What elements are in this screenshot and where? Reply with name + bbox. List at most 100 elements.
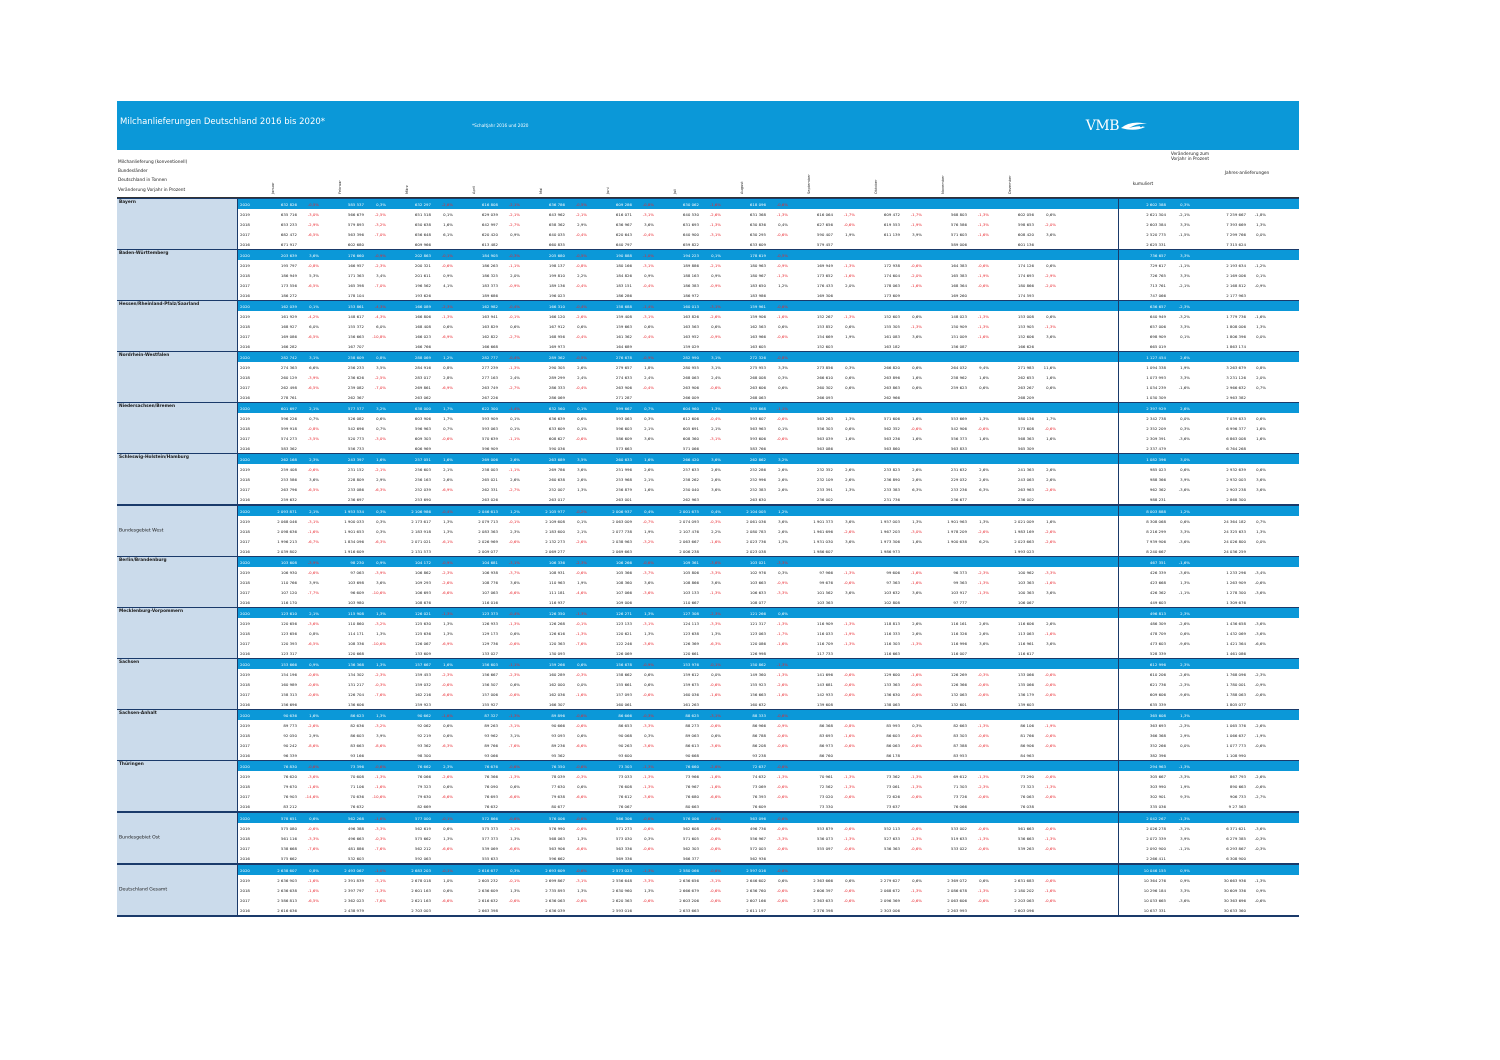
month-cell: 186 272 [254,293,321,298]
cumulative-value: 1 034 239 [1146,384,1166,390]
month-cell: 259 623 0,6% [924,385,991,390]
month-cell: 629 039 -2,1% [455,212,522,217]
cumulative-change: -9,6% [1178,691,1190,697]
month-cell: 111 181 -4,6% [522,590,589,595]
cumulative-value: 2 266 411 [1146,855,1166,861]
region-name: Sachsen-Anhalt [119,711,157,716]
month-cell: 123 317 [254,651,321,656]
change-percent: 0,3% [376,528,386,534]
change-percent [565,293,587,298]
volume-value: 96 339 [283,752,297,758]
cumulative-value: 8 308 068 [1146,518,1166,524]
month-cell: 556 733 [321,446,388,451]
change-percent: -0,3% [575,773,587,779]
volume-value: 163 563 [682,323,699,329]
volume-value: 542 906 [950,425,967,431]
volume-value: 569 336 [615,855,632,861]
change-percent: -0,6% [441,435,453,441]
change-percent: 0,6% [577,323,587,329]
volume-value: 186 272 [280,292,297,298]
month-cell: 2 573 023 -1,3% [589,868,656,873]
volume-value: 2 131 573 [411,548,431,554]
change-percent: -0,6% [977,425,989,431]
change-percent: 0,1% [309,303,319,309]
volume-value: 84 963 [1020,752,1034,758]
change-percent: 1,3% [376,661,386,667]
change-percent: 3,1% [711,354,721,360]
change-percent: -0,6% [575,712,587,718]
volume-value: 640 900 [682,231,699,237]
month-cell: 99 606 -1,6% [857,570,924,575]
change-percent: 0,1% [577,405,587,411]
volume-value: 162 039 [280,303,297,309]
change-percent: -3,7% [642,569,654,575]
change-percent: -0,6% [910,742,922,748]
month-cell: 159 906 -1,6% [723,314,790,319]
volume-value: 124 113 [682,620,699,626]
volume-value: 159 408 [615,313,632,319]
change-percent: -0,6% [977,262,989,268]
annual-value: 2 169 006 [1226,272,1246,278]
change-percent: -1,3% [642,763,654,769]
month-cell: 562 619 0,6% [388,826,455,831]
volume-value: 2 109 608 [545,518,565,524]
month-cell: 98 300 [388,753,455,758]
month-cell: 126 366 -0,6% [924,682,991,687]
volume-value: 161 083 [883,333,900,339]
month-cell: 159 453 -2,3% [388,672,455,677]
change-percent: 1,3% [577,486,587,492]
month-cell: 563 263 1,3% [790,416,857,421]
volume-value: 116 333 [883,630,900,636]
change-percent [498,293,520,298]
table-row: 2019 2 636 903 -1,6% 2 391 839 -3,1% 2 678 01… [238,875,1299,885]
change-percent: -1,3% [910,887,922,893]
volume-value: 156 087 [950,343,967,349]
month-cell: 273 856 0,3% [790,365,857,370]
table-row: 2019 596 226 0,7% 526 082 0,6% 603 906 1,7% 593… [238,413,1299,423]
volume-value: 109 006 [615,599,632,605]
month-cell: 189 886 -2,1% [656,263,723,268]
month-cell: 166 668 [455,344,522,349]
annual-value: 24 026 800 [1223,538,1246,544]
volume-value: 108 776 [481,579,498,585]
month-cell: 86 666 -0,3% [589,713,656,718]
annual-value: 7 259 667 [1226,211,1246,217]
month-cell: 585 537 0,3% [321,202,388,207]
volume-value: 83 212 [283,803,297,809]
summary-cells: 2 337 479 6 764 268 [1128,446,1266,451]
cumulative-value: 1 094 338 [1146,364,1166,370]
change-percent: -0,3% [374,681,386,687]
month-cell: 263 796 -6,5% [254,487,321,492]
month-cell: 241 363 2,6% [991,467,1058,472]
change-percent: -0,6% [709,815,721,821]
month-cell: 252 039 -6,9% [388,487,455,492]
change-percent: 2,3% [309,456,319,462]
change-percent: 3,6% [309,252,319,258]
annual-header: Jahres-anlieferungen [1224,171,1270,176]
change-percent: -3,1% [307,518,319,524]
summary-cells: 621 736 -2,3% 1 780 001 -0,9% [1128,682,1266,687]
volume-value: 103 632 [883,589,900,595]
month-cell: 576 586 -1,3% [924,222,991,227]
month-cell: 2 703 003 [388,908,455,913]
volume-value: 656 648 [414,231,431,237]
change-percent: 6,3% [979,486,989,492]
region-block: Deutschland Gesamt 2020 2 638 607 0,8% 2 493… [117,863,1299,915]
change-percent [431,242,453,247]
month-cell: 1 986 973 [857,549,924,554]
change-percent: 3,2% [778,456,788,462]
volume-value: 536 073 [816,835,833,841]
summary-cells: 640 949 -3,2% 1 779 736 -1,6% [1128,314,1266,319]
change-percent: -1,6% [843,272,855,278]
annual-change: -2,7% [1254,793,1266,799]
month-cell: 583 362 [254,446,321,451]
volume-value: 173 556 [280,282,297,288]
volume-value: 166 307 [548,701,565,707]
change-percent: -0,4% [709,415,721,421]
month-cell: 86 603 -0,6% [857,733,924,738]
change-percent: 1,3% [577,887,587,893]
cumulative-value: 2 603 384 [1146,221,1166,227]
month-cell: 263 606 0,6% [723,385,790,390]
volume-value: 183 373 [481,282,498,288]
change-percent: -10,6% [372,589,386,595]
